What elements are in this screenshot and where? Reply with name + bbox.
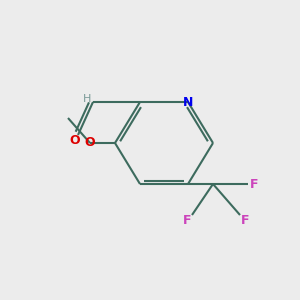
Text: F: F — [250, 178, 258, 190]
Text: O: O — [85, 136, 95, 149]
Text: F: F — [241, 214, 249, 226]
Text: O: O — [70, 134, 80, 146]
Text: N: N — [183, 95, 193, 109]
Text: H: H — [83, 94, 91, 104]
Text: F: F — [183, 214, 191, 226]
